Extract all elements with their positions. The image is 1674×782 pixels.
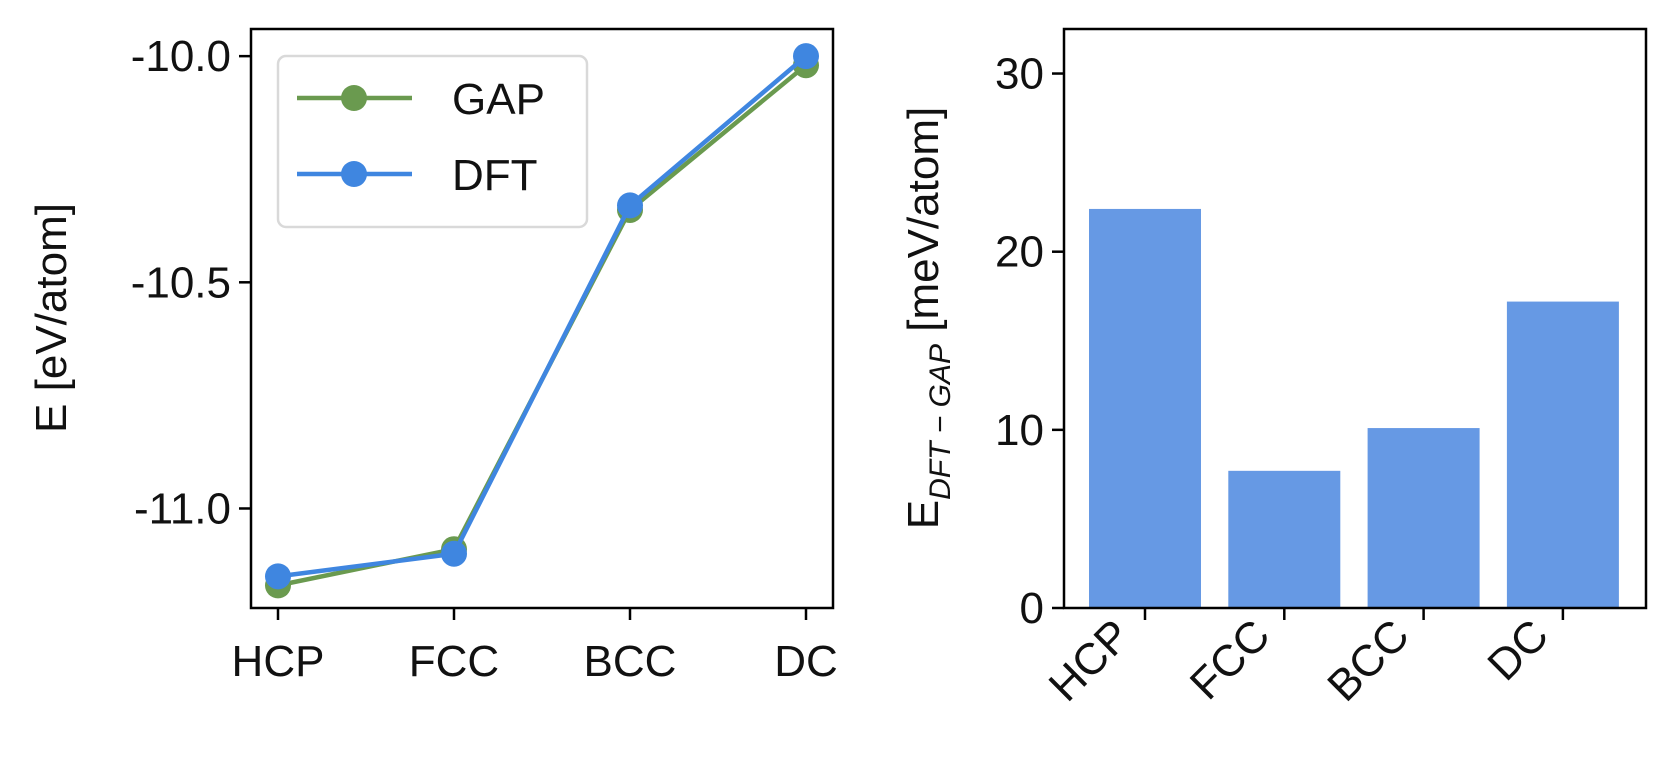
x-tick-label: DC (774, 637, 838, 686)
line-chart-y-axis: -10.0 -10.5 -11.0 (131, 32, 251, 533)
bar-chart-bars (1089, 208, 1619, 609)
bar-chart: 0 10 20 30 HCP FCC BCC DC EDFT − GAP [meV/atom… (899, 27, 1648, 711)
data-point-dft (265, 563, 291, 590)
bar-chart-x-axis: HCP FCC BCC DC (1040, 608, 1565, 711)
series-line-dft (277, 54, 808, 579)
bar-hcp (1089, 208, 1201, 609)
y-tick-label: 30 (995, 50, 1044, 99)
bar-bcc (1367, 428, 1480, 608)
x-tick-label: BCC (1318, 610, 1418, 710)
bar-chart-frame (1062, 27, 1648, 610)
bar-chart-y-label-subscript: DFT − GAP (924, 344, 957, 500)
bar-chart-y-label-main: E (899, 500, 948, 529)
line-chart-y-label: E [eV/atom] (27, 203, 76, 433)
line-chart-x-axis: HCP FCC BCC DC (232, 608, 838, 686)
x-tick-label: FCC (1181, 610, 1280, 709)
bar-fcc (1228, 470, 1341, 608)
data-point-dft (617, 192, 643, 219)
line-chart-frame (249, 27, 835, 610)
y-tick-label: 20 (995, 228, 1044, 277)
bar-dc (1506, 301, 1619, 608)
legend: GAP DFT (276, 54, 589, 229)
x-tick-label: FCC (409, 637, 499, 686)
legend-marker-gap (341, 85, 367, 111)
x-tick-label: HCP (1040, 610, 1140, 710)
y-tick-label: 0 (1020, 584, 1044, 633)
y-tick-label: -11.0 (134, 484, 231, 533)
bar-chart-y-axis: 0 10 20 30 (995, 50, 1064, 633)
line-chart-series (265, 43, 819, 599)
bar-chart-y-label-unit: [meV/atom] (899, 107, 948, 344)
legend-label-dft: DFT (452, 151, 538, 200)
data-point-dft (441, 540, 467, 567)
x-tick-label: DC (1478, 610, 1558, 690)
data-point-dft (793, 43, 819, 70)
y-tick-label: -10.0 (131, 32, 231, 81)
y-tick-label: -10.5 (131, 258, 231, 307)
line-chart: -10.0-10.5-11.0 HCP FCC BCC DC E [eV/atom] … (27, 27, 838, 686)
y-tick-label: 10 (995, 406, 1044, 455)
x-tick-label: BCC (584, 637, 677, 686)
x-tick-label: HCP (232, 637, 325, 686)
legend-marker-dft (341, 161, 367, 187)
legend-label-gap: GAP (452, 75, 545, 124)
bar-chart-y-label: EDFT − GAP [meV/atom] (899, 107, 957, 529)
